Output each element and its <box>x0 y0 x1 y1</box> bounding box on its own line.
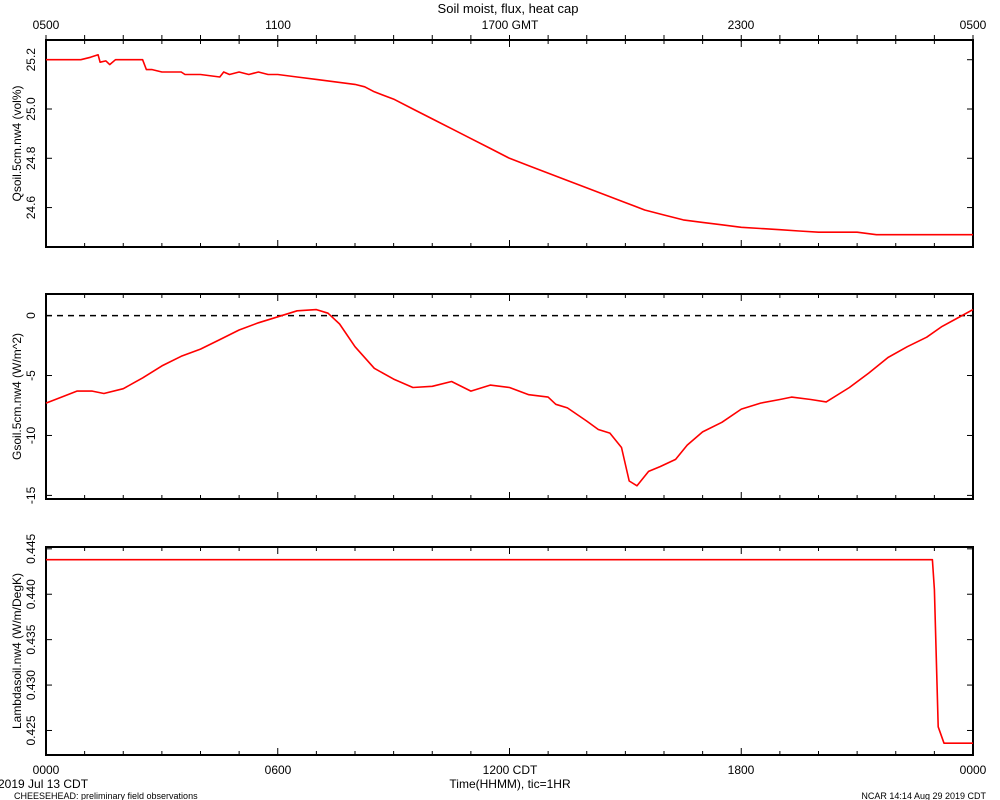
top-tick-label: 2300 <box>728 18 755 32</box>
bottom-time-axis: 0000 0600 1200 CDT 1800 0000 Time(HHMM),… <box>33 763 987 791</box>
data-series-line <box>46 54 973 236</box>
timestamp-label: NCAR 14:14 Aug 29 2019 CDT <box>861 791 986 800</box>
x-axis-label: Time(HHMM), tic=1HR <box>449 777 571 791</box>
y-tick-label: 25.2 <box>24 48 38 72</box>
y-tick-label: 0.440 <box>24 579 38 609</box>
data-series-line <box>46 558 973 744</box>
bottom-tick-label: 1200 CDT <box>483 763 538 777</box>
y-tick-label: -5 <box>24 370 38 381</box>
y-tick-label: -10 <box>24 426 38 444</box>
y-tick-label: -15 <box>24 486 38 504</box>
panel-thermal-conductivity: 0.425 0.430 0.435 0.440 0.445Lambdasoil.nw4 … <box>10 533 974 756</box>
panel-soil-heat-flux: -15 -10 -5 0 Gsoil.5cm.nw4 (W/m^2) <box>10 293 974 504</box>
y-tick-label: 0.435 <box>24 624 38 654</box>
y-tick-label: 25.0 <box>24 97 38 121</box>
y-tick-label: 0 <box>24 312 38 319</box>
bottom-tick-label: 0600 <box>265 763 292 777</box>
bottom-tick-label: 0000 <box>960 763 987 777</box>
data-series-line <box>45 308 974 487</box>
top-tick-label: 1100 <box>265 18 291 32</box>
y-axis-label: Gsoil.5cm.nw4 (W/m^2) <box>10 333 24 460</box>
y-tick-label: 24.8 <box>24 146 38 170</box>
chart-title: Soil moist, flux, heat cap <box>438 1 579 16</box>
y-tick-label: 0.430 <box>24 670 38 700</box>
y-tick-label: 24.6 <box>24 196 38 220</box>
top-tick-label: 0500 <box>960 18 987 32</box>
top-tick-label: 1700 GMT <box>482 18 539 32</box>
bottom-tick-label: 0000 <box>33 763 60 777</box>
date-label: 2019 Jul 13 CDT <box>0 777 89 791</box>
y-tick-label: 0.445 <box>24 533 38 563</box>
y-axis-label: Qsoil.5cm.nw4 (vol%) <box>10 85 24 201</box>
top-time-axis: 0500 1100 1700 GMT 2300 0500 <box>33 18 987 32</box>
y-tick-label: 0.425 <box>24 715 38 745</box>
project-label: CHEESEHEAD: preliminary field observatio… <box>14 791 198 800</box>
y-axis-label: Lambdasoil.nw4 (W/m/DegK) <box>10 573 24 729</box>
top-tick-label: 0500 <box>33 18 60 32</box>
bottom-tick-label: 1800 <box>728 763 755 777</box>
